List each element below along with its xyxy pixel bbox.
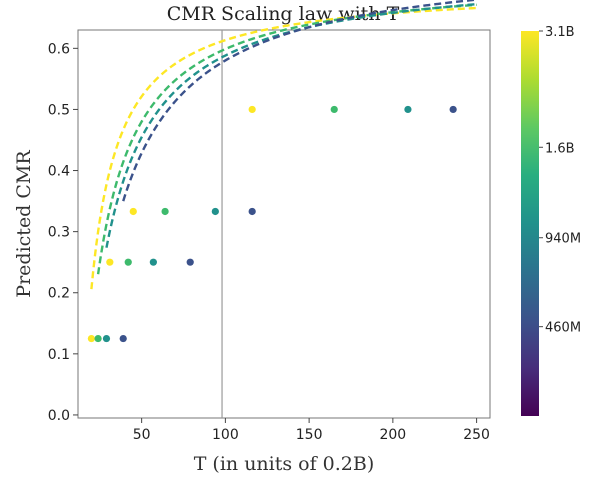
data-point-3-2 bbox=[248, 207, 256, 216]
data-point-3-3 bbox=[449, 105, 457, 114]
x-tick-label-4: 250 bbox=[463, 427, 490, 443]
y-tick-label-5: 0.5 bbox=[48, 102, 70, 118]
plot-area bbox=[77, 29, 491, 419]
data-point-1-1 bbox=[124, 258, 132, 266]
data-point-2-3 bbox=[404, 105, 412, 114]
data-point-1-3 bbox=[330, 105, 338, 114]
data-point-0-3 bbox=[248, 105, 256, 114]
colorbar-tick-label-0: 3.1B bbox=[545, 25, 575, 40]
x-tick-label-0: 50 bbox=[133, 427, 151, 443]
data-point-1-2 bbox=[161, 207, 169, 216]
y-tick-label-0: 0.0 bbox=[48, 408, 70, 424]
colorbar-tick-label-1: 1.6B bbox=[545, 141, 575, 156]
y-axis-label: Predicted CMR bbox=[13, 150, 35, 298]
x-axis-label: T (in units of 0.2B) bbox=[194, 453, 375, 475]
data-point-2-0 bbox=[102, 334, 111, 343]
x-tick-label-3: 200 bbox=[379, 427, 406, 443]
colorbar-tick-label-3: 460M bbox=[545, 321, 581, 336]
data-point-1-0 bbox=[94, 334, 102, 343]
x-axis-ticks: 50 100 150 200 250 bbox=[133, 418, 490, 443]
data-point-2-1 bbox=[149, 258, 157, 266]
data-point-0-2 bbox=[129, 207, 137, 216]
y-tick-label-6: 0.6 bbox=[48, 41, 70, 57]
fit-curve-3 bbox=[122, 0, 477, 202]
data-point-0-1 bbox=[106, 258, 114, 266]
colorbar bbox=[521, 31, 539, 416]
colorbar-ticks: 3.1B 1.6B 940M 460M bbox=[539, 25, 581, 336]
fit-curve-0 bbox=[90, 6, 477, 290]
fit-curves bbox=[90, 0, 477, 290]
y-tick-label-4: 0.4 bbox=[48, 164, 70, 180]
data-points bbox=[87, 105, 457, 343]
data-point-0-0 bbox=[87, 334, 95, 343]
fit-curve-2 bbox=[105, 2, 477, 248]
data-point-3-1 bbox=[186, 258, 194, 266]
y-tick-label-1: 0.1 bbox=[48, 347, 70, 363]
data-point-3-0 bbox=[119, 334, 127, 343]
y-axis-ticks: 0.0 0.1 0.2 0.3 0.4 0.5 0.6 bbox=[48, 41, 78, 424]
y-tick-label-3: 0.3 bbox=[48, 225, 70, 241]
x-tick-label-2: 150 bbox=[296, 427, 323, 443]
data-point-2-2 bbox=[211, 207, 219, 216]
colorbar-tick-label-2: 940M bbox=[545, 232, 581, 247]
y-tick-label-2: 0.2 bbox=[48, 286, 70, 302]
x-tick-label-1: 100 bbox=[212, 427, 239, 443]
